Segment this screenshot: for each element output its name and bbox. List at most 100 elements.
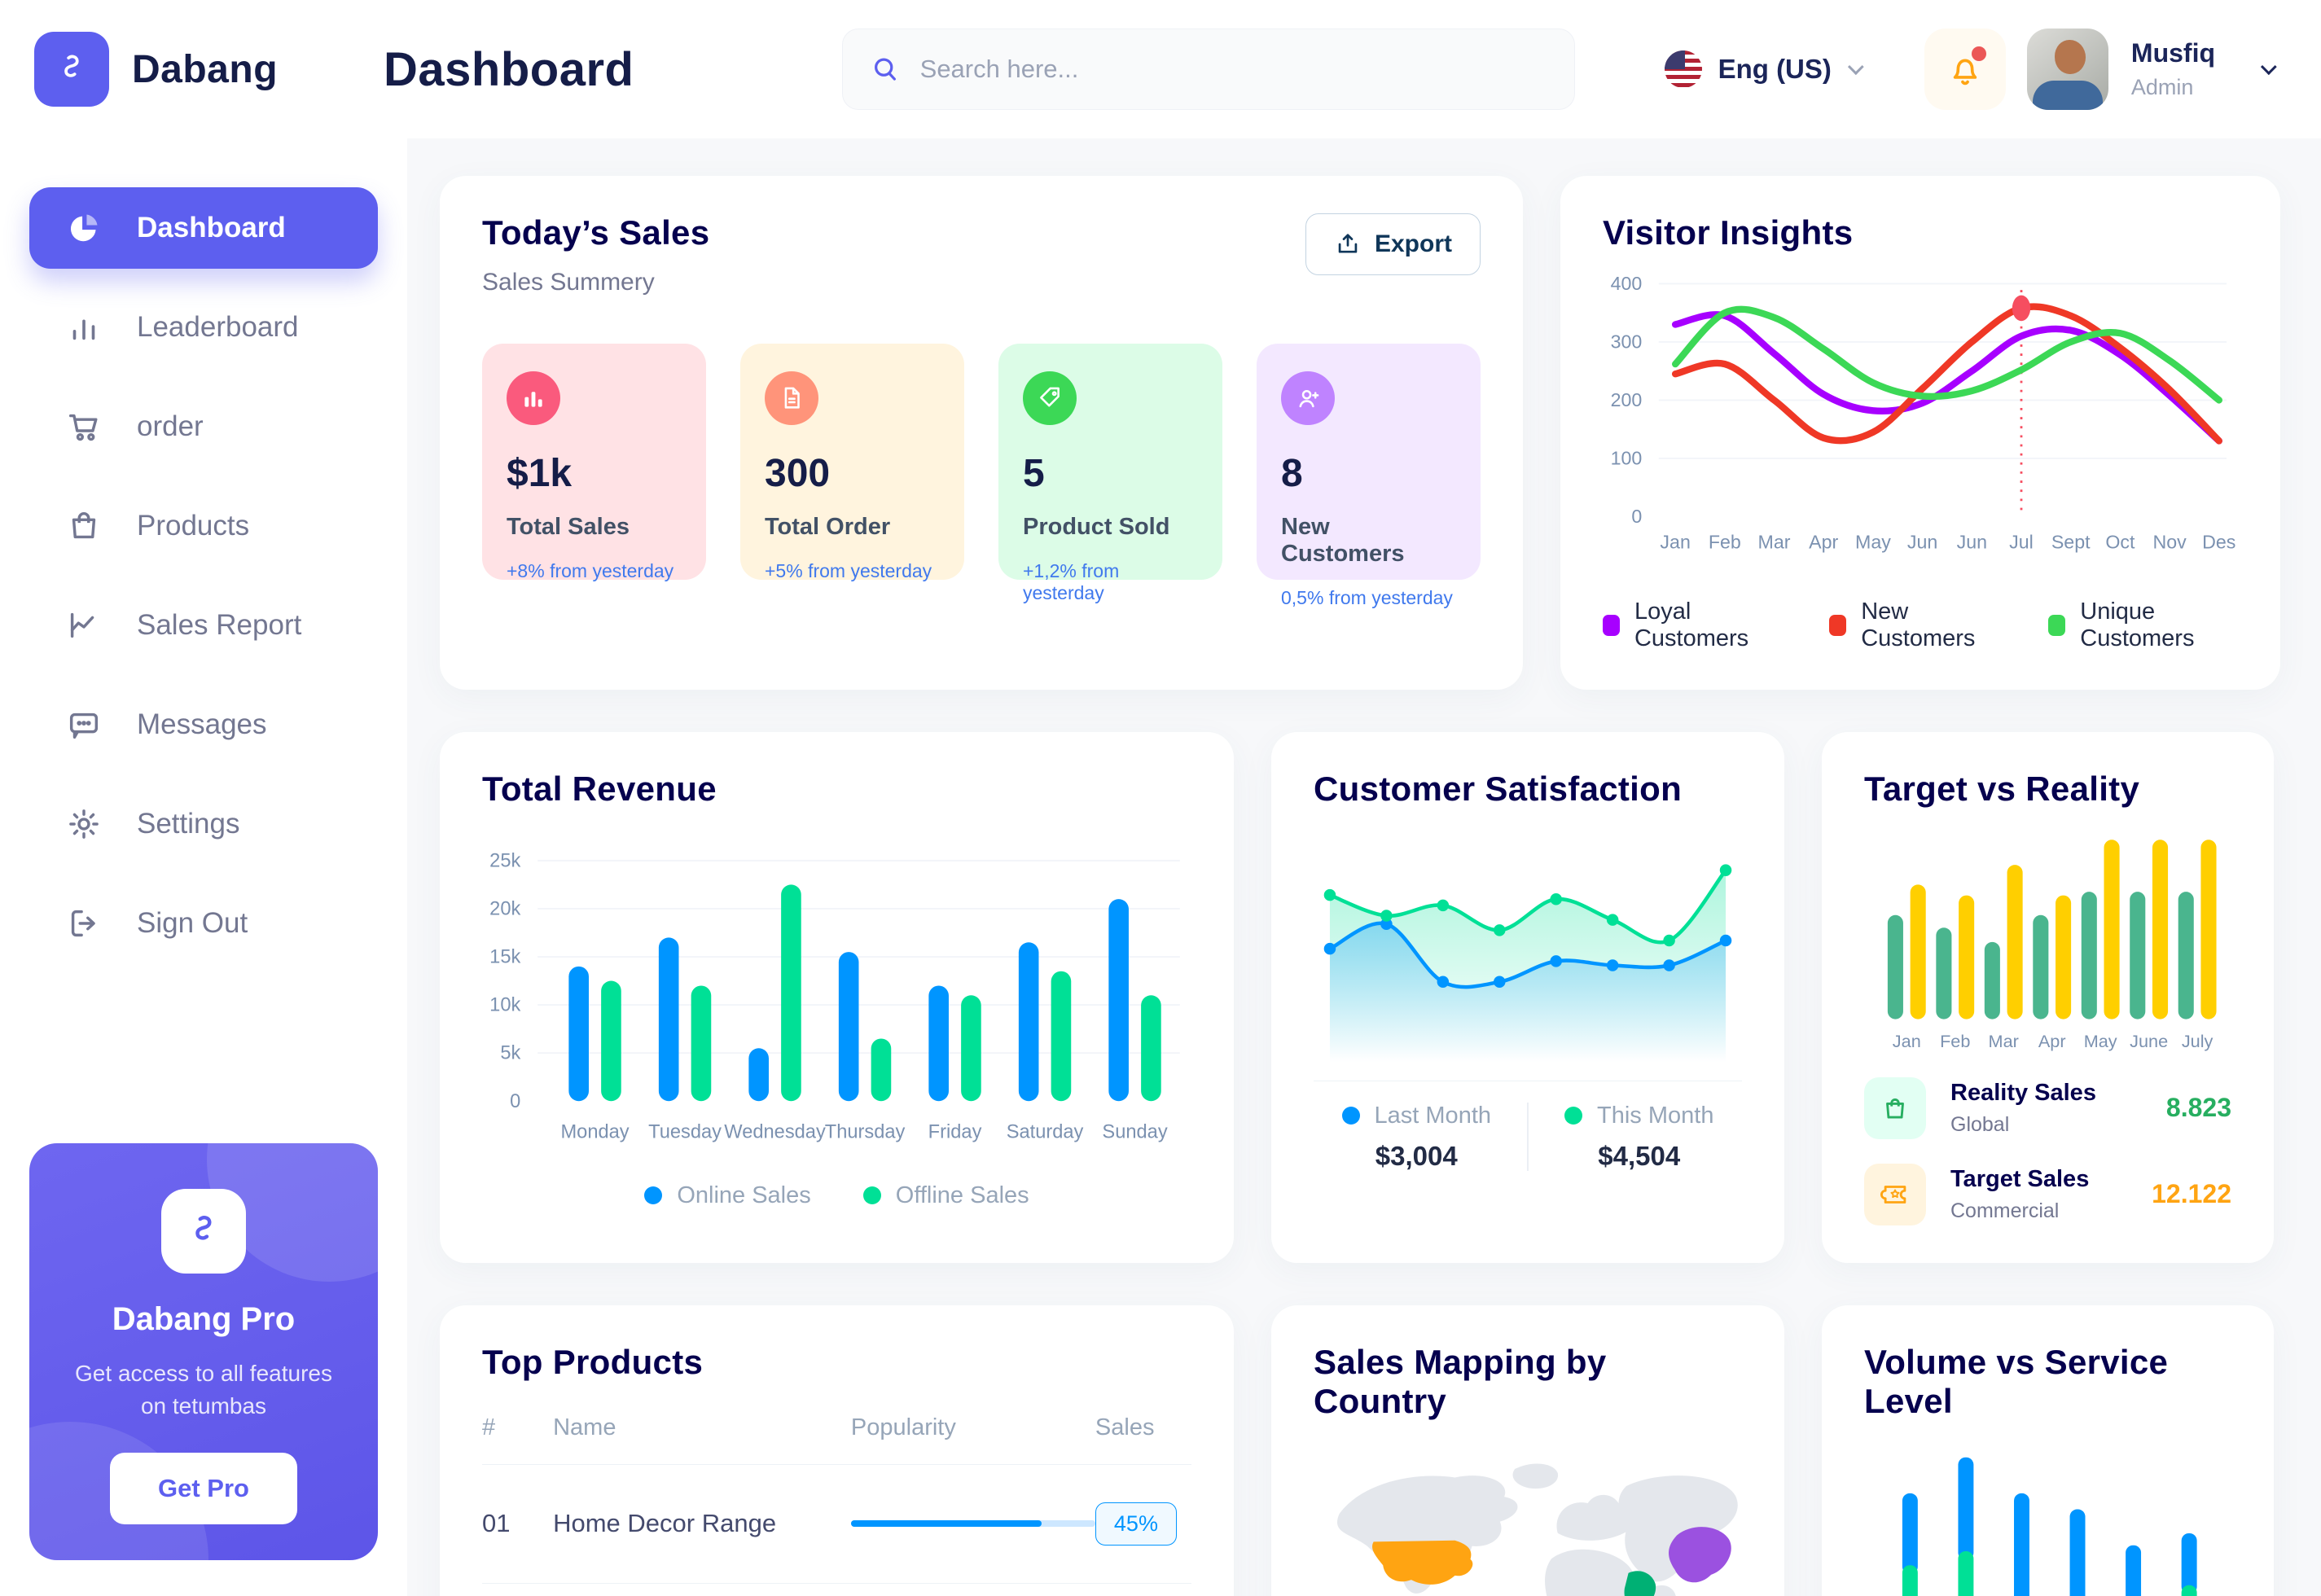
table-row[interactable]: 02 Disney Princess Pink Bag 18' 29% [482,1583,1191,1596]
search-bar[interactable] [841,28,1575,110]
search-input[interactable] [919,55,1547,84]
todays-sales-card: Today’s Sales Sales Summery Export $1k T [440,176,1523,690]
svg-text:100: 100 [1611,447,1643,468]
sidebar-item-messages[interactable]: Messages [29,684,378,765]
stat-label: Total Order [765,514,891,540]
stat-trend: +1,2% from yesterday [1023,560,1120,603]
table-row[interactable]: 01 Home Decor Range 45% [482,1464,1191,1584]
svg-text:5k: 5k [500,1042,520,1063]
saudi-arabia-shape[interactable] [1624,1571,1656,1596]
visitor-insights-title: Visitor Insights [1603,213,1854,252]
stat-total-sales[interactable]: $1k Total Sales +8% from yesterday [482,344,706,581]
reality-sales-legend: Reality Sales Global 8.823 [1864,1076,2231,1139]
online-dot [644,1186,663,1205]
sidebar-item-label: Products [137,510,250,542]
reality-sales-value: 8.823 [2165,1093,2231,1123]
s-swirl-icon [64,55,79,77]
target-sales-legend: Target Sales Commercial 12.122 [1864,1163,2231,1226]
visitor-legend: Loyal Customers New Customers Unique Cus… [1603,598,2238,652]
sales-mapping-title: Sales Mapping by Country [1314,1342,1607,1420]
svg-text:25k: 25k [489,850,520,871]
usa-shape[interactable] [1372,1540,1473,1585]
revenue-legend: Online Sales Offline Sales [482,1182,1191,1209]
top-products-title: Top Products [482,1342,704,1381]
cart-icon [68,414,98,441]
svg-text:Feb: Feb [1709,531,1741,552]
svg-text:Tuesday: Tuesday [648,1121,722,1142]
svg-text:Oct: Oct [2105,531,2135,552]
stat-value: $1k [507,452,573,495]
svg-text:Jun: Jun [1907,531,1937,552]
stat-total-order[interactable]: 300 Total Order +5% from yesterday [740,344,964,581]
language-selector[interactable]: Eng (US) [1664,50,1864,88]
export-button[interactable]: Export [1305,213,1481,275]
chart-bars-icon [507,371,560,425]
svg-text:Wednesday: Wednesday [724,1121,826,1142]
target-vs-reality-chart: Jan Feb Mar Apr May June July [1887,839,2217,1051]
stat-label: New Customers [1281,514,1405,567]
visitor-insights-card: Visitor Insights 0 100 200 300 400 Jan Feb Mar A… [1560,176,2280,690]
stat-label: Total Sales [507,514,630,540]
svg-text:Mar: Mar [1758,531,1791,552]
svg-text:May: May [1855,531,1891,552]
svg-text:Jan: Jan [1893,1031,1921,1051]
sidebar-item-settings[interactable]: Settings [29,783,378,865]
svg-text:Feb: Feb [1940,1031,1970,1051]
main-content: Today’s Sales Sales Summery Export $1k T [407,138,2321,1596]
sidebar-item-order[interactable]: order [29,386,378,467]
last-month-dot [1341,1107,1360,1125]
sign-out-icon [71,910,95,937]
stat-product-sold[interactable]: 5 Product Sold +1,2% from yesterday [998,344,1222,603]
sidebar-item-products[interactable]: Products [29,485,378,567]
user-menu-chevron-icon[interactable] [2260,59,2277,76]
user-avatar[interactable] [2026,28,2108,110]
get-pro-button[interactable]: Get Pro [110,1453,297,1524]
tag-icon [1023,371,1077,425]
notifications-button[interactable] [1924,28,2006,110]
sidebar-item-dashboard[interactable]: Dashboard [29,187,378,269]
svg-text:Nov: Nov [2152,531,2187,552]
svg-text:Sunday: Sunday [1102,1121,1167,1142]
sidebar-item-label: Sales Report [137,609,302,641]
svg-text:Mar: Mar [1989,1031,2019,1051]
svg-text:Jan: Jan [1660,531,1690,552]
bar-chart-icon [72,319,95,340]
pie-chart-icon [70,214,98,242]
stat-new-customers[interactable]: 8 New Customers 0,5% from yesterday [1257,344,1481,608]
svg-text:Des: Des [2202,531,2235,552]
sidebar-item-label: Messages [137,708,267,740]
stat-trend: +5% from yesterday [765,560,932,581]
top-products-table: # Name Popularity Sales 01 Home Decor Ra… [482,1414,1191,1596]
this-month-total: $4,504 [1598,1140,1681,1171]
gear-icon [69,809,99,839]
us-flag-icon [1664,50,1702,88]
sidebar-item-label: Sign Out [137,907,248,939]
target-sales-value: 12.122 [2152,1179,2231,1209]
loyal-swatch [1603,614,1620,636]
sidebar-item-sign-out[interactable]: Sign Out [29,883,378,964]
volume-service-card: Volume vs Service Level Volume 1,135 Ser… [1822,1304,2274,1596]
pro-upsell-card: Dabang Pro Get access to all features on… [29,1142,378,1560]
china-shape[interactable] [1669,1527,1731,1583]
sidebar-item-leaderboard[interactable]: Leaderboard [29,287,378,368]
asia-shape [1618,1475,1738,1582]
stat-trend: +8% from yesterday [507,560,674,581]
brand-logo-icon[interactable] [34,32,109,107]
line-chart-icon [70,612,94,638]
brand-name: Dabang [132,47,279,91]
stat-value: 8 [1281,452,1303,495]
satisfaction-legend: Last Month $3,004 This Month $4,504 [1314,1103,1742,1172]
offline-dot [862,1186,881,1205]
user-plus-icon [1281,371,1335,425]
notification-badge [1971,46,1986,61]
chat-bubble-icon [69,712,99,739]
volume-service-title: Volume vs Service Level [1864,1342,2169,1420]
total-revenue-card: Total Revenue 0 5k 10k 15k 20k 25k Monday Tuesd… [440,731,1234,1263]
stat-trend: 0,5% from yesterday [1281,587,1453,608]
language-label: Eng (US) [1718,54,1832,84]
svg-text:Sept: Sept [2051,531,2091,552]
sidebar-item-sales-report[interactable]: Sales Report [29,585,378,666]
export-upload-icon [1338,234,1358,253]
bell-icon [1953,59,1977,86]
file-lines-icon [765,371,818,425]
